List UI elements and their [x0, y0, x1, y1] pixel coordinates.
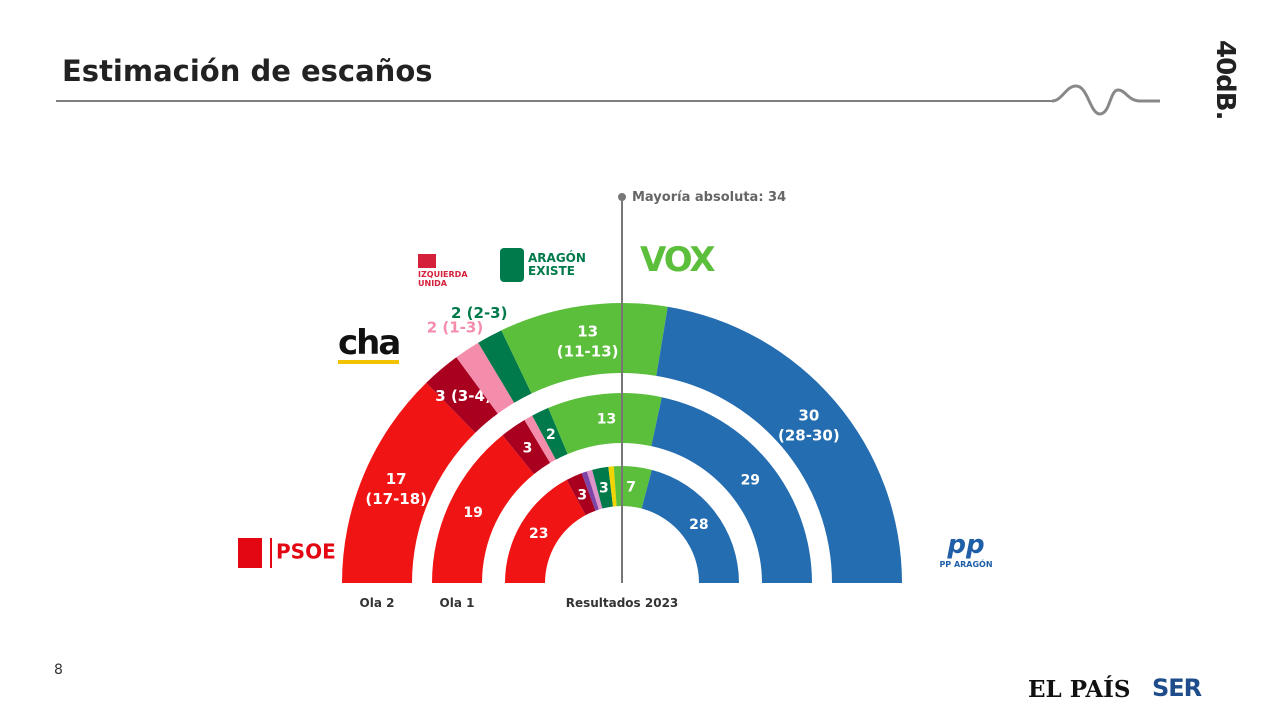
seat-label: 2 (2-3)	[451, 304, 507, 322]
seat-segment-aragón-existe	[592, 466, 613, 509]
seat-segment-pp	[641, 469, 739, 583]
seat-segment-vox	[548, 393, 662, 454]
pp-logo: pp PP ARAGÓN	[939, 530, 993, 569]
seat-segment-pp	[656, 306, 902, 583]
seat-segment-cha	[566, 473, 596, 516]
seat-label: 3	[599, 481, 609, 497]
aragon-existe-logo: ARAGÓN EXISTE	[500, 248, 588, 282]
seat-label: 17	[386, 470, 407, 488]
ring-label: Resultados 2023	[566, 596, 679, 610]
seat-label: 2	[546, 427, 556, 443]
seat-segment-psoe	[342, 382, 476, 583]
seat-range-label: (17-18)	[365, 490, 427, 508]
majority-dot	[618, 193, 626, 201]
seat-segment-vox	[613, 466, 652, 509]
seat-label: 3 (3-4)	[435, 387, 491, 405]
seat-label: 3	[523, 441, 533, 457]
ser-logo: SER	[1152, 674, 1202, 702]
seat-segment-aragón-existe	[532, 407, 568, 460]
seat-label: 23	[529, 526, 548, 542]
seat-segment-aragón-existe	[478, 330, 532, 403]
seat-segment-psoe	[432, 435, 534, 583]
seat-label: 3	[577, 488, 587, 504]
ring-label: Ola 2	[360, 596, 395, 610]
ring-label: Ola 1	[440, 596, 475, 610]
seat-label: 29	[741, 472, 760, 488]
cha-logo: cha	[338, 323, 401, 364]
wave-decoration	[1051, 84, 1160, 116]
seat-segment-iu	[524, 415, 556, 463]
iu-logo: IZQUIERDA UNIDA	[418, 254, 468, 288]
seat-label: 2 (1-3)	[427, 318, 483, 336]
seat-label: 30	[798, 407, 819, 425]
seat-label: 13	[597, 412, 616, 428]
page-title: Estimación de escaños	[62, 54, 433, 88]
psoe-logo: PSOE	[238, 538, 336, 568]
seat-segment-pp	[651, 397, 812, 583]
seat-segment-psoe	[505, 479, 586, 583]
seat-range-label: (28-30)	[778, 427, 840, 445]
seat-label: 7	[626, 479, 636, 495]
vox-logo: VOX	[640, 240, 716, 280]
seat-range-label: (11-13)	[557, 342, 619, 360]
page-number: 8	[54, 662, 63, 678]
el-pais-logo: EL PAÍS	[1028, 676, 1131, 703]
seat-segment-podemos	[581, 471, 599, 511]
majority-label: Mayoría absoluta: 34	[632, 190, 786, 205]
seat-segment-par	[608, 466, 617, 507]
seat-label: 19	[463, 505, 482, 521]
seat-segment-cha	[426, 357, 498, 433]
seat-segment-iu	[456, 342, 515, 414]
seat-segment-vox	[501, 302, 668, 394]
seat-label: 13	[577, 322, 598, 340]
seat-segment-cha	[502, 419, 551, 475]
seat-label: 28	[689, 517, 708, 533]
seat-segment-iu	[586, 469, 603, 510]
